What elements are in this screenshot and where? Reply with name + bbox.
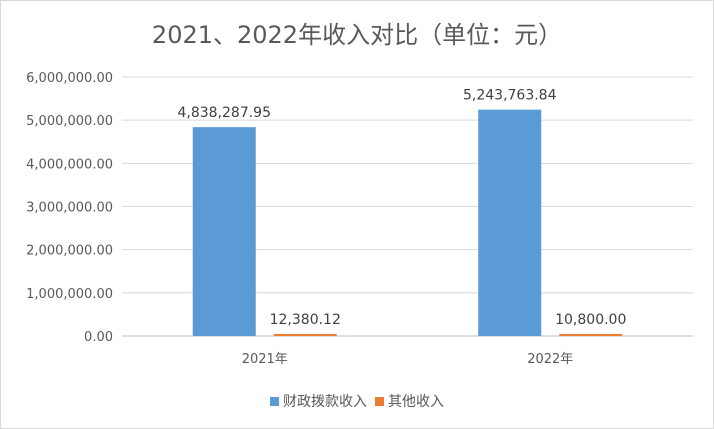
data-label-0-0: 4,838,287.95 [177,105,271,121]
y-tick-label-1: 1,000,000.00 [26,287,113,302]
data-label-0-1: 5,243,763.84 [463,88,557,104]
data-label-1-1: 10,800.00 [555,312,626,328]
bar-0-1 [478,109,542,336]
chart-title: 2021、2022年收入对比（单位：元） [151,21,563,49]
y-tick-label-4: 4,000,000.00 [26,157,113,172]
legend-label-1: 其他收入 [388,394,444,410]
x-tick-label-1: 2022年 [527,352,573,367]
y-tick-label-6: 6,000,000.00 [26,71,113,86]
data-label-1-0: 12,380.12 [270,312,341,328]
bar-1-1 [559,334,623,336]
legend-swatch-0 [270,396,279,406]
y-tick-label-3: 3,000,000.00 [26,201,113,216]
legend-item-0: 财政拨款收入 [270,391,367,411]
legend-item-1: 其他收入 [375,391,444,411]
legend-swatch-1 [375,396,384,406]
y-tick-label-0: 0.00 [84,330,113,345]
bar-0-0 [192,127,256,336]
legend: 财政拨款收入 其他收入 [1,391,713,411]
legend-label-0: 财政拨款收入 [283,394,367,410]
y-tick-label-5: 5,000,000.00 [26,114,113,129]
x-tick-label-0: 2021年 [242,352,288,367]
y-tick-label-2: 2,000,000.00 [26,244,113,259]
bar-1-0 [273,334,337,336]
